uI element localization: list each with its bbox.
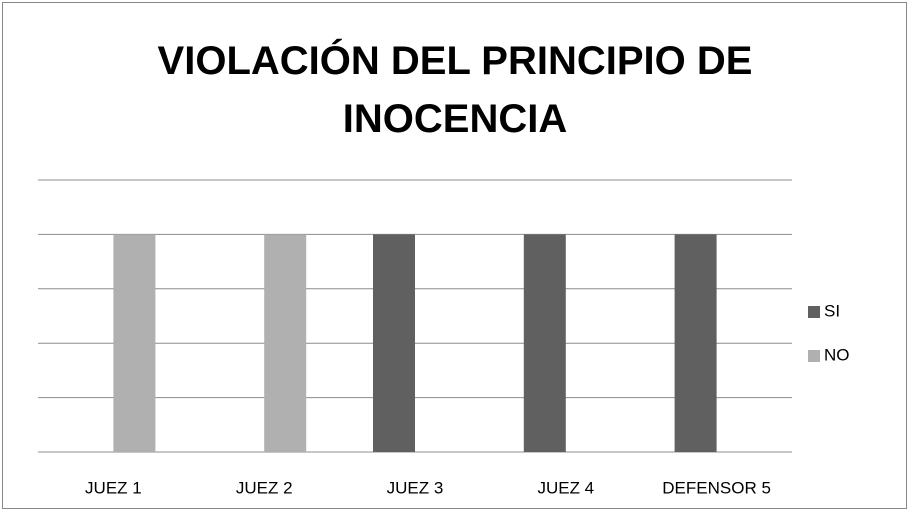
legend-swatch <box>808 306 820 318</box>
x-tick-label: JUEZ 4 <box>537 478 594 497</box>
bar <box>373 234 415 452</box>
bar <box>674 234 717 452</box>
x-tick-label: JUEZ 2 <box>236 478 293 497</box>
x-tick-label: DEFENSOR 5 <box>662 478 771 497</box>
bar <box>264 234 307 452</box>
x-tick-label: JUEZ 1 <box>85 478 142 497</box>
x-tick-label: JUEZ 3 <box>387 478 444 497</box>
legend-label: SI <box>824 301 840 320</box>
chart-title: VIOLACIÓN DEL PRINCIPIO DE INOCENCIA <box>157 39 753 141</box>
bar <box>113 234 156 452</box>
bar <box>523 234 566 452</box>
legend-swatch <box>808 350 820 362</box>
legend-label: NO <box>824 345 850 364</box>
